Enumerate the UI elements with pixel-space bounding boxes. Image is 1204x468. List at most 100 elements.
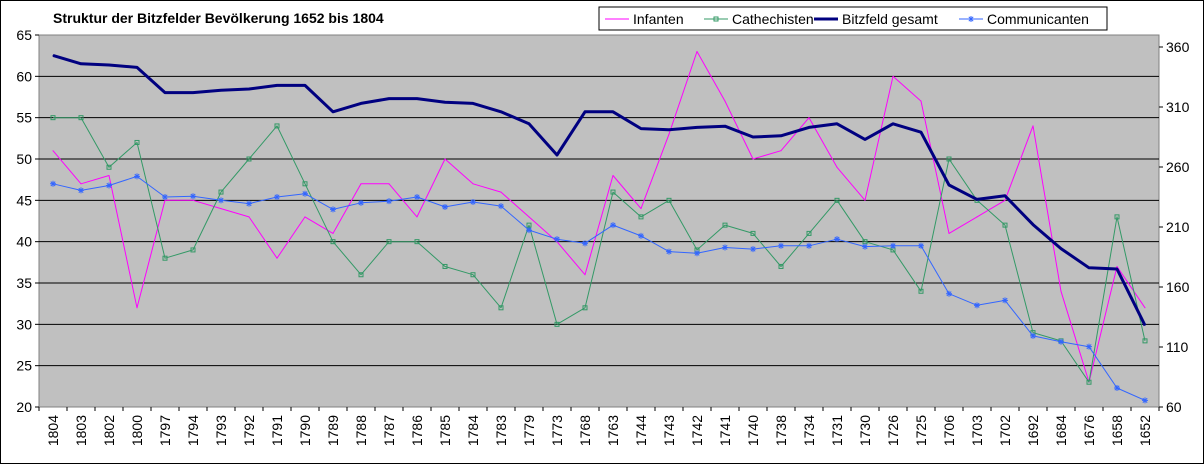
x-tick-label: 1703 — [969, 415, 985, 446]
data-point — [892, 75, 894, 77]
x-tick-label: 1738 — [773, 415, 789, 446]
left-tick-label: 25 — [16, 358, 32, 374]
data-point — [834, 197, 840, 203]
data-point — [752, 136, 754, 138]
data-point — [640, 208, 642, 210]
data-point — [276, 84, 278, 86]
x-tick-label: 1783 — [493, 415, 509, 446]
data-point — [246, 156, 252, 162]
data-point — [836, 123, 838, 125]
data-point — [584, 274, 586, 276]
data-point — [722, 222, 728, 228]
x-tick-label: 1742 — [689, 415, 705, 446]
series-line-infanten — [52, 51, 1146, 383]
data-point — [778, 242, 784, 249]
data-point — [834, 236, 840, 243]
data-point — [640, 128, 642, 130]
data-point — [192, 199, 194, 201]
x-tick-label: 1706 — [941, 415, 957, 446]
data-point — [612, 111, 614, 113]
legend: Infanten Cathechisten Bitzfeld gesamt Commu… — [598, 6, 1108, 31]
x-tick-label: 1692 — [1025, 415, 1041, 446]
data-point — [108, 64, 110, 66]
data-point — [276, 257, 278, 259]
x-tick-label: 1793 — [213, 415, 229, 446]
data-point — [190, 193, 196, 200]
data-point — [164, 199, 166, 201]
data-point — [752, 158, 754, 160]
left-tick-label: 35 — [16, 275, 32, 291]
data-point — [780, 135, 782, 137]
series-bitzfeld-gesamt — [52, 53, 1147, 327]
data-point — [304, 216, 306, 218]
series-infanten — [52, 51, 1146, 383]
data-point — [836, 166, 838, 168]
data-point — [164, 92, 166, 94]
data-point — [1032, 125, 1034, 127]
data-point — [1004, 195, 1006, 197]
data-point — [582, 240, 588, 247]
data-point — [1116, 265, 1118, 267]
legend-item-communicanten: Communicanten — [959, 11, 1089, 27]
data-point — [416, 98, 418, 100]
data-point — [638, 232, 644, 239]
data-point — [920, 100, 922, 102]
data-point — [52, 150, 54, 152]
data-point — [50, 180, 56, 187]
data-point — [1058, 338, 1064, 345]
data-point — [330, 239, 336, 245]
series-communicanten — [50, 173, 1148, 404]
x-tick-label: 1658 — [1109, 415, 1125, 446]
data-point — [330, 206, 336, 213]
data-point — [1116, 268, 1118, 270]
data-point — [218, 189, 224, 195]
data-point — [388, 183, 390, 185]
data-point — [556, 154, 558, 156]
data-point — [946, 290, 952, 297]
data-point — [444, 101, 446, 103]
data-point — [472, 102, 474, 104]
data-point — [498, 305, 504, 311]
data-point — [694, 250, 700, 257]
data-point — [134, 139, 140, 145]
data-point — [78, 115, 84, 121]
data-point — [136, 307, 138, 309]
data-point — [610, 189, 616, 195]
data-point — [416, 216, 418, 218]
data-point — [386, 239, 392, 245]
legend-label: Bitzfeld gesamt — [842, 11, 938, 27]
data-point — [246, 200, 252, 207]
x-tick-label: 1740 — [745, 415, 761, 446]
data-point — [248, 216, 250, 218]
data-point — [892, 123, 894, 125]
x-tick-label: 1787 — [381, 415, 397, 446]
data-point — [360, 183, 362, 185]
data-point — [248, 88, 250, 90]
left-tick-label: 20 — [16, 399, 32, 415]
data-point — [218, 197, 224, 204]
data-point — [80, 183, 82, 185]
left-tick-label: 40 — [16, 234, 32, 250]
right-tick-label: 360 — [1166, 39, 1190, 55]
data-point — [806, 242, 812, 249]
data-point — [1002, 297, 1008, 304]
series-line-cathechisten — [53, 117, 1146, 383]
data-point — [528, 216, 530, 218]
data-point — [358, 272, 364, 278]
x-tick-label: 1791 — [269, 415, 285, 446]
data-point — [220, 89, 222, 91]
data-point — [696, 126, 698, 128]
x-tick-label: 1797 — [157, 415, 173, 446]
data-point — [976, 216, 978, 218]
data-point — [220, 208, 222, 210]
data-point — [918, 288, 924, 294]
data-point — [274, 194, 280, 201]
left-y-axis: 20 25 30 35 40 45 50 55 60 65 — [16, 27, 39, 415]
data-point — [52, 54, 54, 56]
data-point — [332, 232, 334, 234]
x-tick-label: 1792 — [241, 415, 257, 446]
x-tick-label: 1725 — [913, 415, 929, 446]
x-axis: 1804 1803 1802 1800 1797 1794 1793 1792 1791 1790… — [38, 407, 1160, 446]
x-tick-label: 1726 — [885, 415, 901, 446]
